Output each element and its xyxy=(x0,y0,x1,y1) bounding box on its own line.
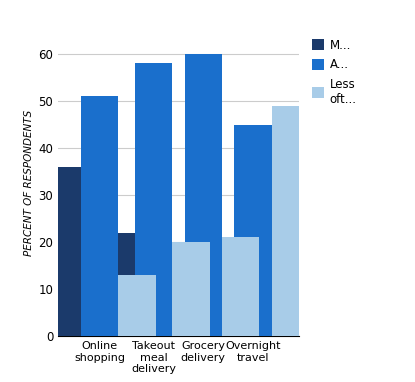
Bar xyxy=(81,96,118,336)
Y-axis label: PERCENT OF RESPONDENTS: PERCENT OF RESPONDENTS xyxy=(24,110,34,256)
Bar xyxy=(185,54,222,336)
Legend: M..., A..., Less
oft...: M..., A..., Less oft... xyxy=(310,36,359,108)
Bar xyxy=(44,167,81,336)
Bar xyxy=(135,63,172,336)
Bar xyxy=(118,275,156,336)
Bar xyxy=(272,106,309,336)
Bar xyxy=(172,242,210,336)
Bar xyxy=(222,238,259,336)
Bar xyxy=(197,308,234,336)
Bar xyxy=(234,125,272,336)
Bar xyxy=(98,233,135,336)
Bar xyxy=(147,247,185,336)
